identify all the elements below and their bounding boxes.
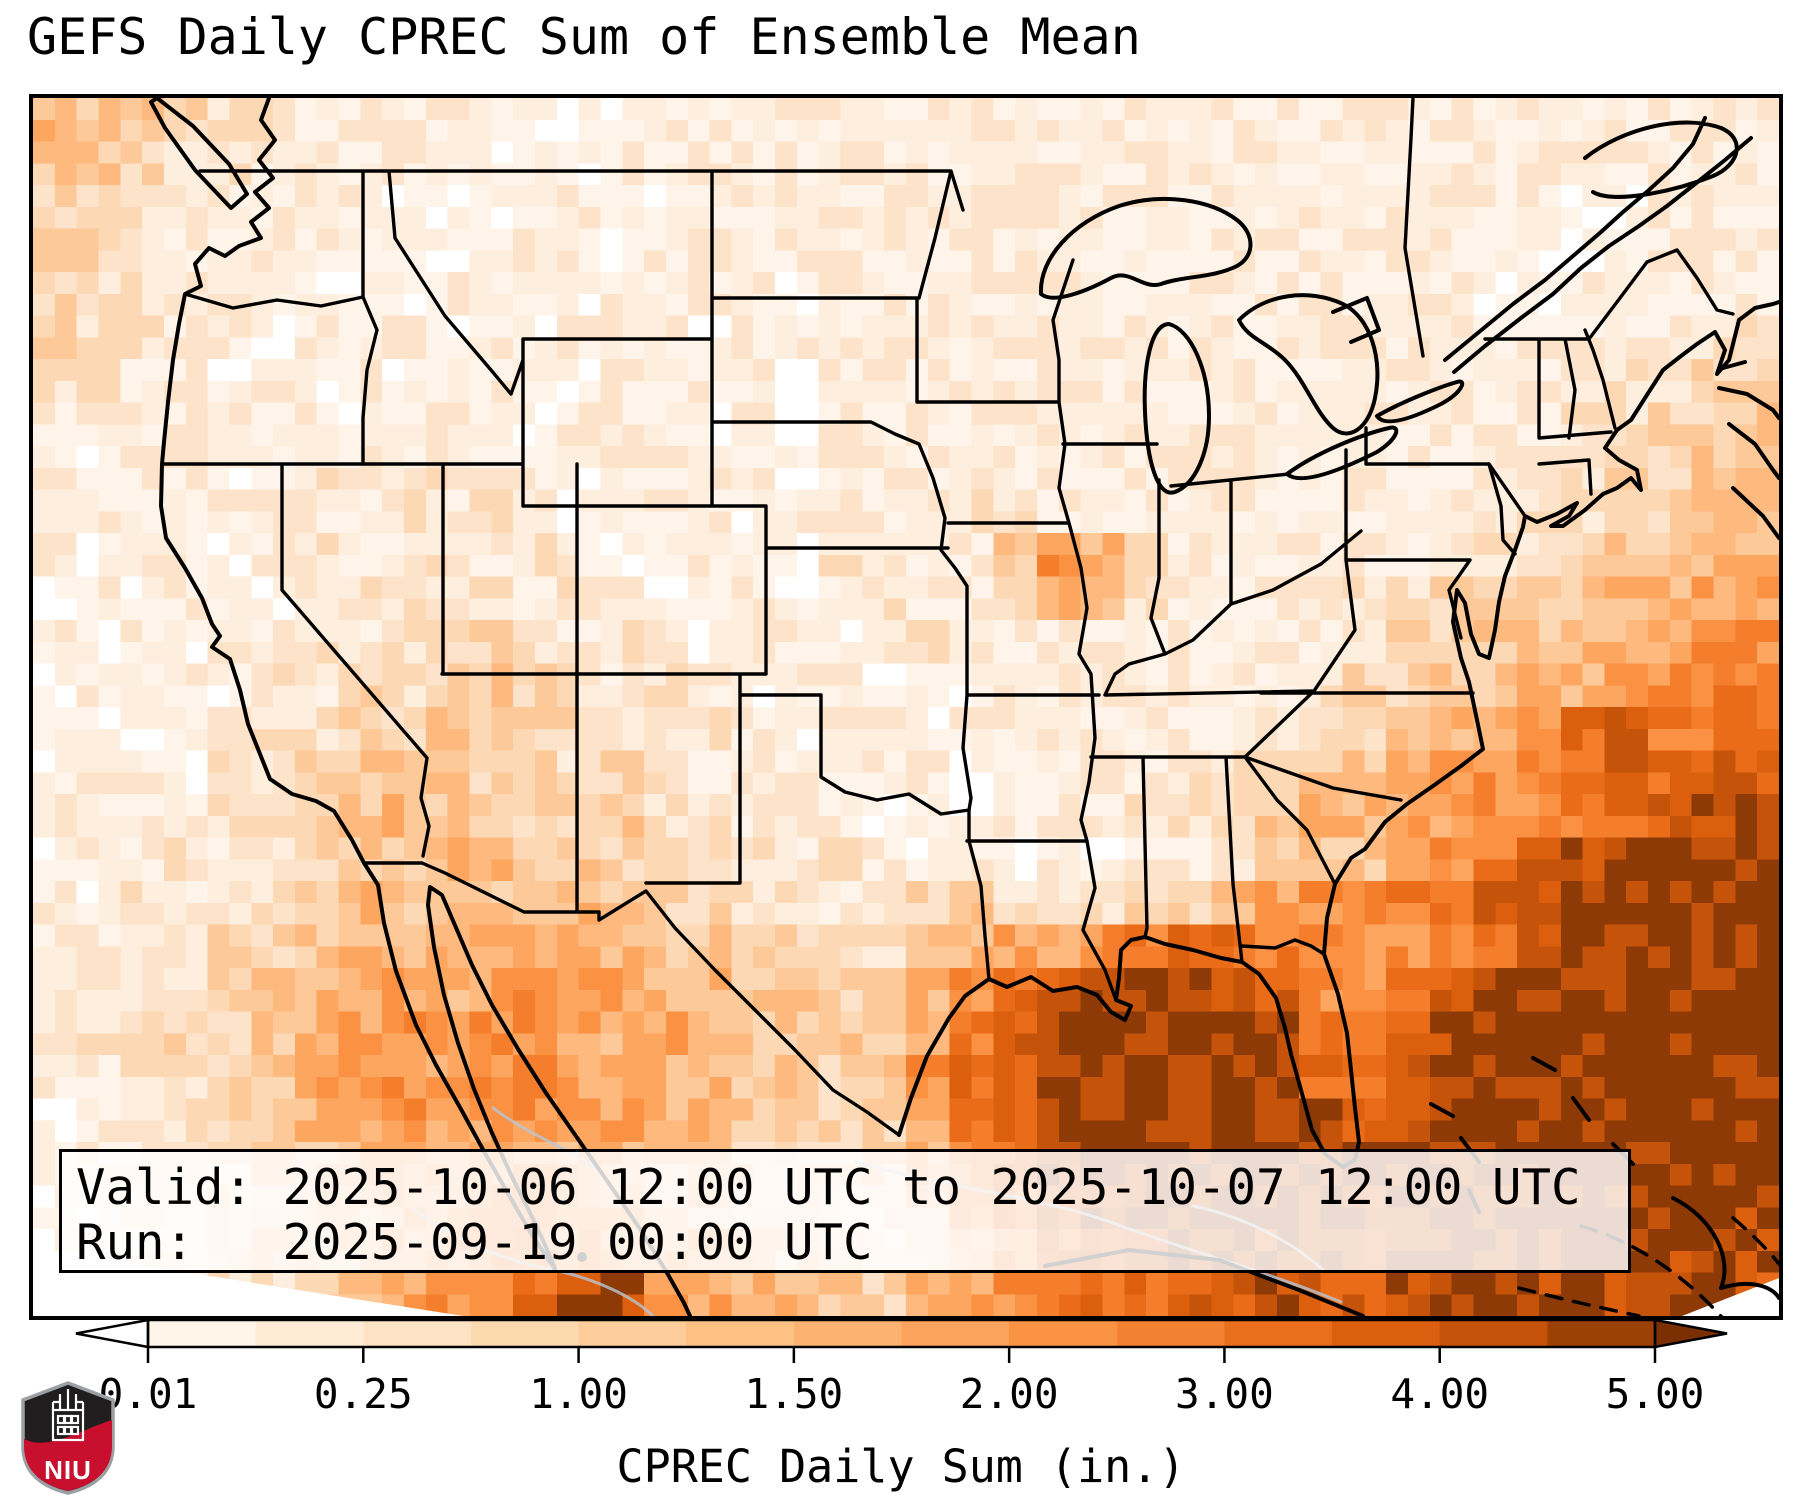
colorbar-title: CPREC Daily Sum (in.) <box>617 1440 1186 1493</box>
colorbar-under-arrow <box>75 1318 150 1349</box>
state-borders <box>160 98 1735 1137</box>
colorbar-tick-label: 0.01 <box>99 1370 198 1418</box>
great-lakes <box>1038 196 1465 495</box>
colorbar-tick-label: 4.00 <box>1390 1370 1489 1418</box>
st-lawrence <box>1443 116 1753 374</box>
colorbar-segments <box>148 1320 1656 1347</box>
colorbar-segment <box>1332 1320 1441 1347</box>
colorbar-tick-label: 1.50 <box>744 1370 843 1418</box>
weather-map: Valid: 2025-10-06 12:00 UTC to 2025-10-0… <box>29 94 1783 1320</box>
coastline-west <box>159 98 692 1316</box>
coastline-gulf-atlantic <box>897 300 1779 1169</box>
nova-scotia <box>1717 360 1779 540</box>
dashed-bank-contours <box>1517 1216 1779 1316</box>
colorbar-segment <box>470 1320 580 1347</box>
colorbar: 0.01 0.25 1.00 1.50 2.00 3.00 4.00 5.00 CPREC D… <box>75 1318 1728 1493</box>
colorbar-ticks <box>146 1347 1657 1363</box>
colorbar-segment <box>793 1320 902 1347</box>
niu-castle-icon <box>51 1389 85 1442</box>
colorbar-tick-label: 1.00 <box>529 1370 628 1418</box>
colorbar-segment <box>1224 1320 1333 1347</box>
data-edge-wedge-right <box>1682 1278 1779 1316</box>
colorbar-segment <box>1116 1320 1225 1347</box>
niu-logo: NIU <box>21 1381 115 1495</box>
colorbar-segment <box>363 1320 472 1347</box>
colorbar-segment <box>1439 1320 1548 1347</box>
colorbar-segment <box>578 1320 687 1347</box>
colorbar-tick-label: 2.00 <box>960 1370 1059 1418</box>
info-valid-line: Valid: 2025-10-06 12:00 UTC to 2025-10-0… <box>76 1159 1581 1216</box>
colorbar-tick-label: 3.00 <box>1175 1370 1274 1418</box>
colorbar-segment <box>148 1320 257 1347</box>
info-run-line: Run: 2025-09-19 00:00 UTC <box>76 1214 873 1271</box>
colorbar-segment <box>255 1320 364 1347</box>
colorbar-segment <box>901 1320 1010 1347</box>
colorbar-tick-label: 5.00 <box>1606 1370 1705 1418</box>
vancouver-island <box>149 98 249 210</box>
colorbar-segment <box>1009 1320 1118 1347</box>
map-canvas <box>33 98 1779 1316</box>
colorbar-over-arrow <box>1653 1318 1728 1349</box>
colorbar-segment <box>1547 1320 1656 1347</box>
colorbar-tick-label: 0.25 <box>314 1370 413 1418</box>
colorbar-segment <box>686 1320 795 1347</box>
colorbar-outline <box>146 1318 1657 1349</box>
niu-banner <box>24 1420 112 1491</box>
info-box: Valid: 2025-10-06 12:00 UTC to 2025-10-0… <box>59 1149 1631 1273</box>
page-title: GEFS Daily CPREC Sum of Ensemble Mean <box>27 8 1141 66</box>
niu-logo-text: NIU <box>44 1455 92 1485</box>
colorbar-tick-labels: 0.01 0.25 1.00 1.50 2.00 3.00 4.00 5.00 <box>99 1370 1705 1418</box>
precipitation-grid <box>33 98 1779 1316</box>
